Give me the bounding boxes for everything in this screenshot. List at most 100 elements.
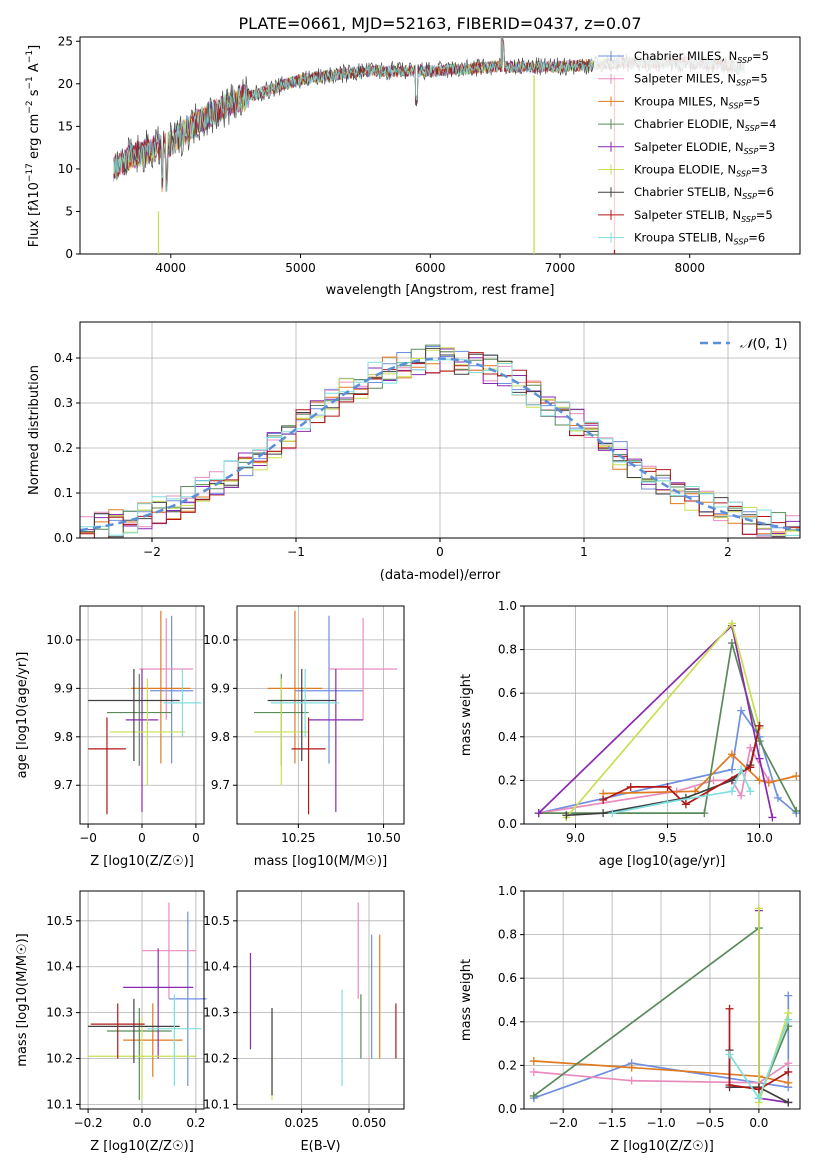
y-tick-label: 10.2 (46, 1052, 73, 1066)
x-tick-label: −0.5 (695, 1116, 724, 1130)
x-tick-label: 0 (138, 831, 146, 845)
residual-panel: −2 −1 0 1 2 0.0 0.1 0.2 0.3 0.4 𝒩(0, 1) (data-mod… (27, 321, 801, 583)
x-tick-label: 1 (580, 545, 588, 559)
data-marker (727, 787, 736, 796)
data-marker (725, 1081, 734, 1090)
point-chabrier_miles (150, 615, 194, 764)
data-marker (784, 1078, 793, 1087)
legend-value: =4 (760, 117, 777, 131)
y-tick-label: 9.7 (211, 778, 230, 792)
legend-value: =5 (743, 94, 760, 108)
data-marker (663, 798, 672, 807)
point-salpeter_miles (142, 902, 196, 999)
y-tick-label: 0.4 (498, 1015, 517, 1029)
x-tick-label: 8000 (674, 261, 705, 275)
x-tick-label: 7000 (545, 261, 576, 275)
x-axis-label: age [log10(age/yr)] (599, 854, 726, 869)
panel-frame (236, 605, 405, 825)
x-tick-label: 6000 (415, 261, 446, 275)
x-tick-label: −1 (287, 545, 305, 559)
data-marker (792, 772, 801, 781)
point-kroupa_stelib (271, 668, 340, 737)
y-tick-label: 0.2 (498, 773, 517, 787)
y-tick-label: 0.8 (498, 643, 517, 657)
point-salpeter_elodie (125, 668, 159, 812)
data-marker (700, 809, 709, 818)
point-kroupa_stelib (147, 994, 202, 1087)
x-tick-label: −1.5 (598, 1116, 627, 1130)
data-marker (755, 754, 764, 763)
series-line (603, 753, 797, 795)
x-tick-label: 4000 (156, 261, 187, 275)
data-marker (727, 619, 736, 628)
legend-value: =5 (752, 49, 769, 63)
y-tick-label: 15 (58, 119, 73, 133)
x-tick-label: −1.0 (646, 1116, 675, 1130)
x-tick-label: 0.025 (284, 1116, 318, 1130)
residual-legend: 𝒩(0, 1) (700, 337, 787, 352)
data-marker (784, 1098, 793, 1107)
spectrum-legend: Chabrier MILES, NSSP=5 Salpeter MILES, NS… (594, 44, 794, 250)
histogram-salpeter_stelib (80, 352, 800, 539)
subscript: SSP (734, 238, 749, 247)
x-tick-label: 9.0 (566, 831, 585, 845)
y-tick-label: 0.8 (498, 928, 517, 942)
data-marker (754, 1094, 763, 1103)
y-axis-label: mass weight (459, 674, 474, 756)
y-tick-label: 10.4 (46, 960, 73, 974)
subscript: SSP (741, 215, 756, 224)
x-tick-label: 0.0 (749, 1116, 768, 1130)
point-kroupa_elodie (109, 678, 186, 786)
data-marker (627, 1076, 636, 1085)
x-tick-label: 10.0 (746, 831, 773, 845)
data-marker (768, 813, 777, 822)
data-marker (727, 639, 736, 648)
data-marker (529, 1057, 538, 1066)
point-salpeter_miles (329, 618, 398, 720)
weight-vs-age-panel: 9.0 9.5 10.0 0.0 0.2 0.4 0.6 0.8 1.0 age [log10(a… (459, 599, 801, 869)
y-axis-label: mass weight (459, 959, 474, 1041)
data-marker (599, 809, 608, 818)
histogram-chabrier_stelib (80, 347, 800, 539)
series-kroupa_stelib (608, 765, 755, 818)
legend-label-kroupa_stelib: Kroupa STELIB, NSSP=6 (634, 231, 765, 247)
series-kroupa_miles (529, 1057, 793, 1087)
point-chabrier_stelib (267, 668, 336, 762)
series-line (538, 708, 797, 814)
x-tick-label: 0.0 (132, 1116, 151, 1130)
legend-label-kroupa_elodie: Kroupa ELODIE, NSSP=3 (634, 163, 768, 179)
panel-frame (236, 890, 405, 1110)
mass-vs-Z-panel: −0.2 0.0 0.2 10.1 10.2 10.3 10.4 10.5 Z [log10(Z… (15, 890, 207, 1154)
x-axis-label: E(B-V) (300, 1139, 340, 1154)
y-tick-label: 10.1 (203, 1097, 230, 1111)
point-kroupa_stelib (163, 668, 202, 737)
point-kroupa_miles (123, 1003, 183, 1077)
y-tick-label: 0.1 (54, 486, 73, 500)
point-chabrier_miles (168, 911, 207, 1087)
legend-value: =3 (751, 163, 768, 177)
residual-legend-label: 𝒩(0, 1) (740, 337, 787, 352)
point-chabrier_stelib (88, 668, 180, 762)
y-tick-label: 9.9 (54, 681, 73, 695)
legend-value: =6 (757, 185, 774, 199)
data-marker (746, 763, 755, 772)
y-tick-label: 0.0 (498, 817, 517, 831)
data-marker (746, 787, 755, 796)
data-marker (725, 1004, 734, 1013)
panel-frame (523, 890, 801, 1110)
legend-box (594, 44, 794, 250)
residual-x-axis-label: (data-model)/error (380, 568, 501, 583)
series-chabrier_elodie (534, 639, 801, 818)
legend-label-chabrier_stelib: Chabrier STELIB, NSSP=6 (634, 185, 774, 201)
data-marker (737, 706, 746, 715)
spectrum-x-axis-label: wavelength [Angstrom, rest frame] (326, 283, 555, 298)
series-line (533, 1062, 789, 1084)
legend-label-chabrier_elodie: Chabrier ELODIE, NSSP=4 (634, 117, 776, 133)
data-marker (746, 743, 755, 752)
y-tick-label: 25 (58, 34, 73, 48)
x-tick-label: 0.050 (352, 1116, 386, 1130)
y-axis-label: mass [log10(M/M☉)] (15, 933, 30, 1066)
series-line (728, 1008, 789, 1091)
data-marker (784, 1059, 793, 1068)
